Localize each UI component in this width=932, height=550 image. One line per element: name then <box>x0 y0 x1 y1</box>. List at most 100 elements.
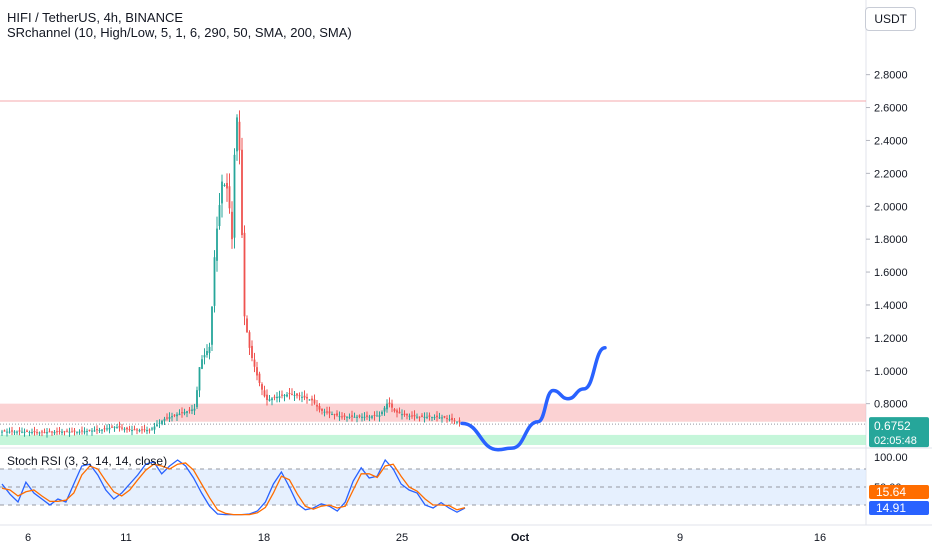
candle-body <box>46 432 48 434</box>
candle-body <box>6 431 8 433</box>
candle-body <box>226 182 228 189</box>
candle-body <box>18 430 21 432</box>
candle-body <box>186 411 188 413</box>
time-tick-label: 9 <box>677 532 683 544</box>
candle-body <box>261 384 263 390</box>
candle-body <box>148 429 151 431</box>
currency-button[interactable]: USDT <box>865 7 916 31</box>
candle-body <box>453 420 456 422</box>
candle-body <box>438 417 441 419</box>
last-price-label <box>869 417 929 448</box>
candle-body <box>78 431 81 433</box>
candle-body <box>236 117 238 152</box>
stoch-k-label <box>869 501 929 515</box>
candle-body <box>368 416 371 418</box>
candle-body <box>196 390 198 408</box>
candle-body <box>33 431 36 433</box>
candle-body <box>243 232 246 317</box>
candle-body <box>111 426 113 428</box>
candle-body <box>416 416 418 418</box>
last-price-text: 0.6752 <box>874 419 911 433</box>
candle-body <box>86 431 88 433</box>
candle-body <box>221 181 223 204</box>
price-tick-label: 2.4000 <box>874 135 908 147</box>
candle-body <box>101 429 103 431</box>
price-tick-label: 0.8000 <box>874 399 908 411</box>
stoch-d-line <box>1 462 466 516</box>
candle-body <box>43 432 46 434</box>
candle-body <box>143 429 146 431</box>
candle-body <box>131 429 133 432</box>
candle-body <box>298 395 301 397</box>
candle-body <box>218 205 221 227</box>
candle-body <box>141 429 143 431</box>
candle-body <box>228 186 231 209</box>
candle-body <box>108 427 111 430</box>
candle-body <box>96 429 98 431</box>
candle-body <box>293 394 296 396</box>
candle-body <box>306 396 308 399</box>
candle-body <box>291 393 293 395</box>
candle-body <box>183 412 186 414</box>
stoch-rsi-title[interactable]: Stoch RSI (3, 3, 14, 14, close) <box>7 454 168 468</box>
candle-body <box>398 411 401 414</box>
candle-body <box>36 432 38 434</box>
candle-body <box>401 414 403 416</box>
candle-body <box>23 431 26 433</box>
candle-body <box>241 149 243 236</box>
candle-body <box>448 419 451 421</box>
candle-body <box>346 416 348 418</box>
candle-body <box>323 411 326 413</box>
candle-body <box>21 431 23 433</box>
candle-body <box>211 306 213 345</box>
candle-body <box>56 431 58 433</box>
candle-body <box>83 431 86 433</box>
candle-body <box>373 414 376 416</box>
price-tick-label: 2.6000 <box>874 103 908 115</box>
candle-body <box>1 431 3 433</box>
candle-body <box>336 413 338 416</box>
candle-body <box>178 413 181 416</box>
stoch-d-label <box>869 485 929 499</box>
candle-body <box>166 417 168 419</box>
stoch-d-value: 15.64 <box>876 485 906 499</box>
time-tick-label: 25 <box>396 532 408 544</box>
candle-body <box>356 416 358 418</box>
candle-body <box>381 411 383 415</box>
candle-body <box>396 410 398 413</box>
candle-body <box>173 414 176 416</box>
candle-body <box>71 431 73 433</box>
candle-body <box>263 390 266 397</box>
candle-body <box>246 318 248 333</box>
symbol-title: HIFI / TetherUS, 4h, BINANCE <box>7 10 184 25</box>
candle-body <box>151 428 153 430</box>
candle-body <box>371 416 373 418</box>
candle-body <box>358 415 361 417</box>
candle-body <box>403 413 406 416</box>
candle-body <box>126 427 128 430</box>
candle-body <box>98 430 101 432</box>
candle-body <box>76 431 78 433</box>
candle-body <box>443 416 446 418</box>
candle-body <box>153 426 156 430</box>
resistance-zone <box>0 403 866 422</box>
candle-body <box>181 412 183 414</box>
candle-body <box>268 399 271 401</box>
indicator-legend[interactable]: SRchannel (10, High/Low, 5, 1, 6, 290, 5… <box>7 25 352 40</box>
candle-body <box>233 154 236 238</box>
price-tick-label: 2.2000 <box>874 168 908 180</box>
candle-body <box>88 429 91 431</box>
candle-body <box>313 399 316 404</box>
time-tick-label: 18 <box>258 532 270 544</box>
candle-body <box>223 185 226 187</box>
candle-body <box>366 415 368 417</box>
candle-body <box>458 420 461 423</box>
candle-body <box>116 427 118 429</box>
candle-body <box>123 428 126 430</box>
price-tick-label: 1.6000 <box>874 267 908 279</box>
candle-body <box>426 416 428 418</box>
candle-body <box>421 415 423 417</box>
price-tick-label: 2.0000 <box>874 201 908 213</box>
